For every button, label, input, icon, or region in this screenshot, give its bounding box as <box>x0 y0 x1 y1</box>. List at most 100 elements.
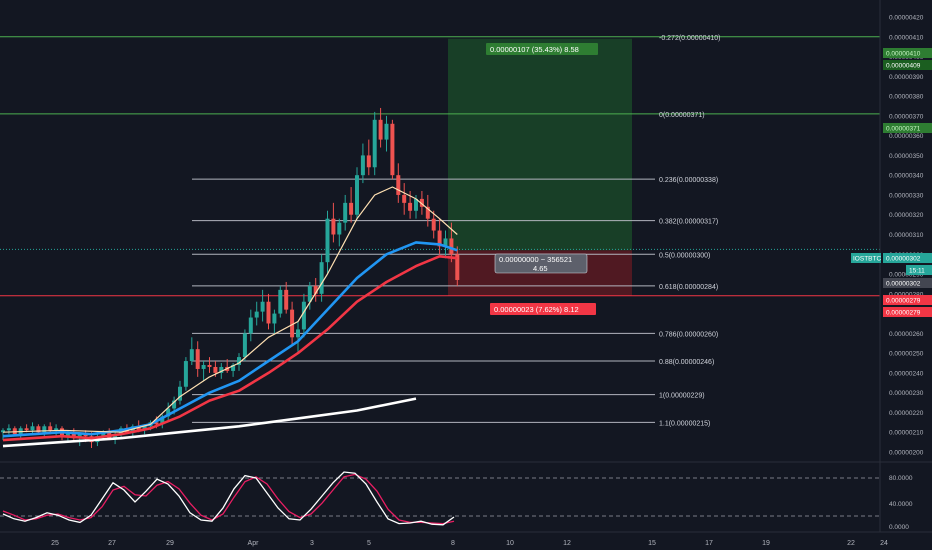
price-tick: 0.00000350 <box>889 153 924 160</box>
price-tick: 0.00000340 <box>889 173 924 180</box>
candle-body <box>248 317 253 334</box>
candle-body <box>1 430 5 433</box>
price-tick: 0.00000420 <box>889 15 924 22</box>
oscillator-tick: 80.0000 <box>889 475 913 482</box>
price-tag-label: 0.00000409 <box>886 63 921 70</box>
candle-body <box>301 301 306 330</box>
ema-200-line <box>2 397 417 448</box>
candle-body <box>290 309 295 338</box>
price-tick: 0.00000310 <box>889 232 924 239</box>
candle-body <box>260 301 265 312</box>
price-tick: 0.00000250 <box>889 351 924 358</box>
candle-body <box>30 426 35 431</box>
candle-body <box>83 434 88 437</box>
time-tick: 10 <box>506 540 514 547</box>
profit-zone <box>448 38 632 251</box>
time-tick: 5 <box>367 540 371 547</box>
time-tick: 17 <box>705 540 713 547</box>
stop-label-box <box>490 303 596 315</box>
candle-body <box>136 426 141 431</box>
risk-info-line2: 4.65 <box>533 264 548 273</box>
candle-body <box>207 365 212 367</box>
candle-body <box>372 119 377 168</box>
price-tick: 0.00000380 <box>889 94 924 101</box>
candle-body <box>178 386 182 401</box>
candle-body <box>242 333 247 358</box>
candle-body <box>343 202 348 223</box>
candle-body <box>360 155 365 176</box>
candle-body <box>402 194 407 203</box>
target-label-box <box>486 43 598 55</box>
price-tick: 0.00000370 <box>889 113 924 120</box>
symbol-label: IOSTBTC <box>853 256 881 263</box>
candle-body <box>160 416 165 425</box>
candle-body <box>325 218 330 263</box>
fib-label: -0.272(0.00000410) <box>659 35 721 42</box>
candle-body <box>443 238 448 247</box>
candle-body <box>36 426 41 433</box>
target-label: 0.00000107 (35.43%) 8.58 <box>490 45 579 54</box>
candle-body <box>355 175 359 215</box>
candle-body <box>42 426 47 433</box>
candle-body <box>390 123 395 176</box>
time-tick: 3 <box>310 540 314 547</box>
candle-body <box>278 289 283 314</box>
candle-body <box>54 428 59 431</box>
price-tick: 0.00000240 <box>889 370 924 377</box>
candle-body <box>101 432 106 437</box>
price-tick: 0.00000280 <box>889 291 924 298</box>
candle-body <box>213 366 218 373</box>
candle-body <box>431 218 436 231</box>
candle-body <box>419 198 424 207</box>
candle-body <box>337 222 342 235</box>
symbol-tag <box>851 253 881 263</box>
candle-body <box>219 366 224 373</box>
price-tag-label: 0.00000279 <box>886 298 921 305</box>
candle-body <box>455 254 460 280</box>
candle-body <box>437 230 442 247</box>
fib-label: 0.5(0.00000300) <box>659 252 710 259</box>
fib-label: 1.1(0.00000215) <box>659 420 710 427</box>
candle-body <box>183 361 188 387</box>
candle-body <box>366 155 371 168</box>
stop-label: 0.00000023 (7.62%) 8.12 <box>494 305 579 314</box>
candle-body <box>396 175 401 195</box>
candle-body <box>331 218 336 235</box>
price-tick: 0.00000290 <box>889 272 924 279</box>
price-tag-label: 0.00000371 <box>886 126 921 133</box>
time-tick: 24 <box>880 540 888 547</box>
fib-label: 0.786(0.00000260) <box>659 331 718 338</box>
candle-body <box>384 123 389 140</box>
time-tick: 29 <box>166 540 174 547</box>
candle-body <box>319 262 324 294</box>
price-tick: 0.00000320 <box>889 212 924 219</box>
candle-body <box>154 422 159 425</box>
price-tick: 0.00000360 <box>889 133 924 140</box>
candle-body <box>425 206 430 219</box>
time-tick: 15 <box>648 540 656 547</box>
fib-label: 0.88(0.00000246) <box>659 359 714 366</box>
price-tick: 0.00000220 <box>889 410 924 417</box>
candle-body <box>408 202 413 211</box>
price-tick: 0.00000410 <box>889 34 924 41</box>
risk-info-box <box>494 253 588 274</box>
fib-label: 0(0.00000371) <box>659 112 705 119</box>
time-tick: 25 <box>51 540 59 547</box>
countdown-tag <box>906 265 932 275</box>
candle-body <box>6 428 11 431</box>
candle-body <box>296 329 300 338</box>
oscillator-tick: 0.0000 <box>889 524 909 531</box>
stoch-d-line <box>2 473 455 525</box>
price-tag <box>883 253 932 263</box>
fib-label: 1(0.00000229) <box>659 393 705 400</box>
time-tick: Apr <box>248 540 260 547</box>
candle-body <box>414 198 418 211</box>
candle-body <box>449 238 454 255</box>
candle-body <box>272 313 277 324</box>
price-tick: 0.00000200 <box>889 450 924 457</box>
price-tag-label: 0.00000302 <box>886 281 921 288</box>
oscillator-tick: 40.0000 <box>889 501 913 508</box>
candle-body <box>201 365 206 369</box>
candlestick-series <box>1 107 460 449</box>
